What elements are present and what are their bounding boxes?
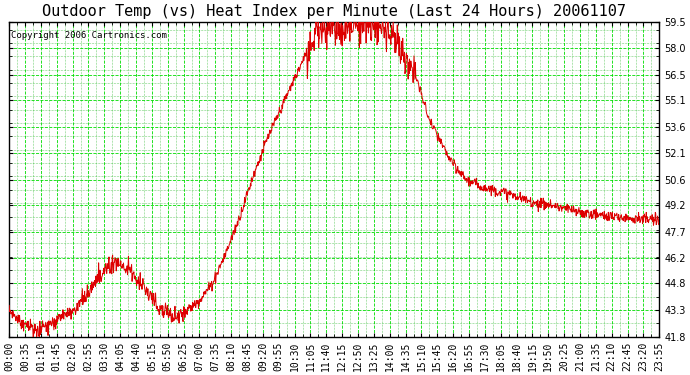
Title: Outdoor Temp (vs) Heat Index per Minute (Last 24 Hours) 20061107: Outdoor Temp (vs) Heat Index per Minute … (42, 4, 627, 19)
Text: Copyright 2006 Cartronics.com: Copyright 2006 Cartronics.com (11, 31, 167, 40)
